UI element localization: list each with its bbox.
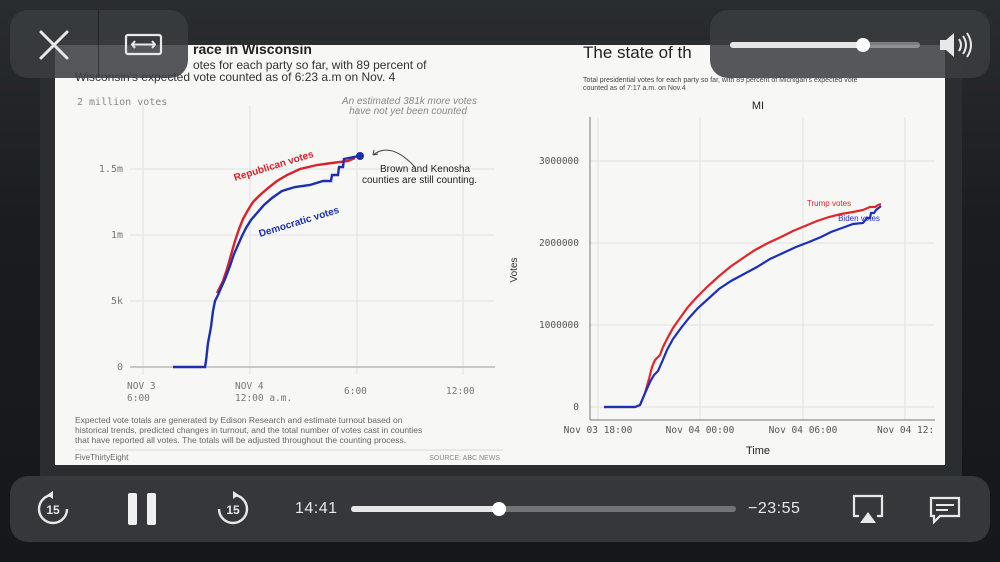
wi-footnote-2: historical trends, predicted changes in … <box>75 425 422 435</box>
wi-brand: FiveThirtyEight <box>75 453 129 462</box>
mi-x-tick: Nov 04 12: <box>877 425 934 436</box>
wi-rep-label: Republican votes <box>233 149 316 184</box>
wi-estimate-1: An estimated 381k more votes <box>341 96 477 107</box>
pill-divider <box>98 10 99 78</box>
volume-slider[interactable] <box>730 38 920 52</box>
subtitles-button[interactable] <box>928 492 962 526</box>
mi-panel-title: MI <box>752 100 764 112</box>
wi-x-tick: 12:00 a.m. <box>235 393 292 404</box>
speaker-button[interactable] <box>936 28 976 62</box>
mi-x-tick: Nov 04 06:00 <box>769 425 838 436</box>
wi-counting-2: counties are still counting. <box>362 175 477 186</box>
mi-x-tick: Nov 03 18:00 <box>564 425 633 436</box>
wi-top-label: 2 million votes <box>77 97 167 108</box>
remaining-time: −23:55 <box>748 500 801 517</box>
wi-democratic-line <box>173 154 360 369</box>
subtitles-icon <box>929 496 961 525</box>
elapsed-time: 14:41 <box>295 500 338 517</box>
top-left-controls <box>10 10 188 78</box>
mi-ylabel: Votes <box>509 257 520 282</box>
mi-subtitle-1: Total presidential votes for each party … <box>583 77 858 84</box>
mi-trump-label: Trump votes <box>807 199 851 208</box>
broadcast-screen: race in Wisconsin otes for each party so… <box>55 45 945 465</box>
wi-x-tick: 6:00 <box>344 386 367 397</box>
wi-arrowhead <box>372 149 379 156</box>
wisconsin-chart: race in Wisconsin otes for each party so… <box>75 45 503 462</box>
wi-x-tick: NOV 3 <box>127 381 156 392</box>
wi-y-tick: 5k <box>111 296 123 307</box>
michigan-chart: The state of th Total presidential votes… <box>509 45 935 457</box>
mi-subtitle-2: counted as of 7:17 a.m. on Nov.4 <box>583 85 686 92</box>
wi-x-tick: 6:00 <box>127 393 150 404</box>
wi-annotation-arrow <box>372 149 416 168</box>
wi-republican-line <box>215 156 356 294</box>
mi-gridlines <box>590 117 935 420</box>
mi-xlabel: Time <box>746 445 770 457</box>
mi-biden-line <box>604 205 882 409</box>
volume-fill <box>730 42 863 48</box>
wi-y-tick: 0 <box>117 362 123 373</box>
volume-knob[interactable] <box>856 38 870 52</box>
rewind-15-button[interactable]: 15 <box>34 490 72 528</box>
wi-title: race in Wisconsin <box>193 45 312 57</box>
rewind-15-icon: 15 <box>37 491 69 525</box>
wi-estimate-2: have not yet been counted <box>349 106 467 117</box>
pause-button[interactable] <box>124 490 160 528</box>
forward-15-button[interactable]: 15 <box>214 490 252 528</box>
forward-15-icon: 15 <box>217 491 249 525</box>
wi-subtitle-1: otes for each party so far, with 89 perc… <box>193 58 427 72</box>
wi-gridlines <box>130 105 495 375</box>
aspect-ratio-button[interactable] <box>99 10 188 78</box>
close-icon <box>39 30 69 60</box>
rewind-seconds: 15 <box>46 503 60 517</box>
mi-y-tick: 0 <box>573 402 579 413</box>
wi-source: SOURCE: ABC NEWS <box>429 455 500 462</box>
mi-trump-line <box>604 202 882 409</box>
speaker-icon <box>940 32 972 58</box>
mi-y-tick: 1000000 <box>539 320 579 331</box>
wi-x-tick: 12:00 <box>446 386 475 397</box>
pause-icon <box>128 493 156 525</box>
volume-controls <box>710 10 990 78</box>
airplay-button[interactable] <box>850 492 886 526</box>
aspect-ratio-icon <box>124 33 163 56</box>
wi-end-marker <box>356 152 364 160</box>
airplay-icon <box>852 494 884 523</box>
scrubber[interactable] <box>351 502 736 516</box>
mi-title: The state of th <box>583 45 692 62</box>
mi-y-tick: 3000000 <box>539 156 579 167</box>
mi-biden-label: Biden votes <box>838 214 880 223</box>
wi-y-tick: 1.5m <box>99 164 123 175</box>
wi-counting-1: Brown and Kenosha <box>380 164 471 175</box>
wi-y-tick: 1m <box>111 230 123 241</box>
mi-y-tick: 2000000 <box>539 238 579 249</box>
wi-footnote-1: Expected vote totals are generated by Ed… <box>75 415 403 425</box>
forward-seconds: 15 <box>226 503 240 517</box>
scrubber-knob[interactable] <box>492 502 507 516</box>
wi-footnote-3: that have reported all votes. The totals… <box>75 435 406 445</box>
mi-x-tick: Nov 04 00:00 <box>666 425 735 436</box>
scrubber-progress <box>351 506 500 512</box>
charts-canvas: race in Wisconsin otes for each party so… <box>75 45 935 462</box>
wi-x-tick: NOV 4 <box>235 381 264 392</box>
playback-controls: 15 15 14:41 −23:55 <box>10 476 990 542</box>
close-button[interactable] <box>10 10 98 78</box>
